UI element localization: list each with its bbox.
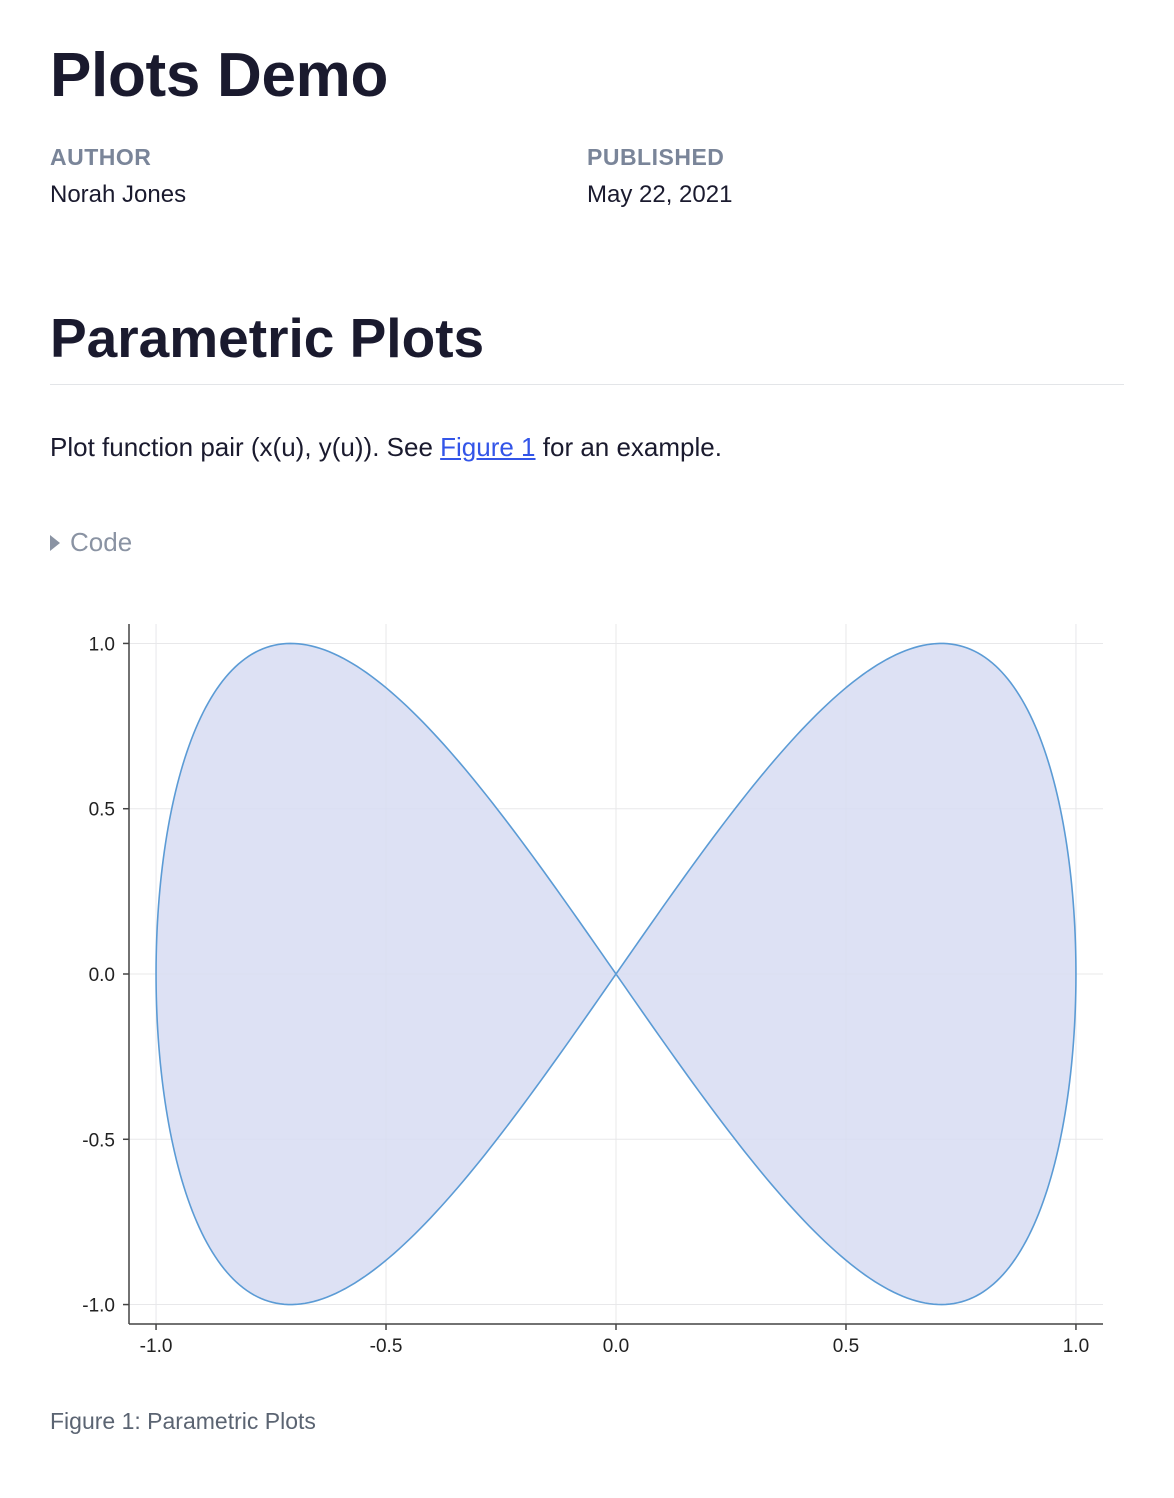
svg-text:-0.5: -0.5 xyxy=(82,1131,115,1152)
svg-text:0.5: 0.5 xyxy=(89,800,115,821)
svg-text:-1.0: -1.0 xyxy=(82,1296,115,1317)
svg-text:1.0: 1.0 xyxy=(1063,1336,1089,1357)
svg-text:0.0: 0.0 xyxy=(89,965,115,986)
svg-text:0.5: 0.5 xyxy=(833,1336,859,1357)
svg-text:-0.5: -0.5 xyxy=(370,1336,403,1357)
svg-text:-1.0: -1.0 xyxy=(140,1336,173,1357)
svg-text:0.0: 0.0 xyxy=(603,1336,629,1357)
svg-text:1.0: 1.0 xyxy=(89,635,115,656)
